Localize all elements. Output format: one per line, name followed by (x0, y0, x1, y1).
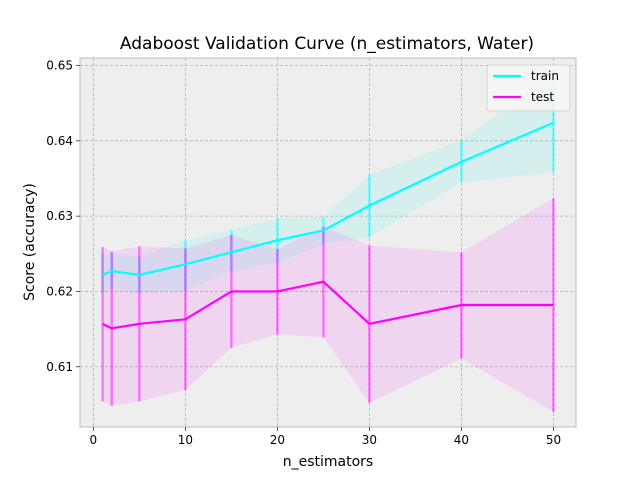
chart-title: Adaboost Validation Curve (n_estimators,… (120, 34, 534, 54)
axis-ticks: 0 10 20 30 40 50 0.61 0.62 0.63 0.64 0.65 (46, 59, 561, 447)
error-bands (102, 73, 554, 412)
legend: train test (486, 64, 571, 112)
y-tick-label: 0.64 (46, 134, 73, 148)
test-band (102, 198, 554, 412)
x-tick-label: 20 (270, 433, 285, 447)
x-tick-label: 0 (90, 433, 98, 447)
y-tick-label: 0.61 (46, 360, 73, 374)
y-tick-label: 0.63 (46, 209, 73, 223)
y-tick-label: 0.62 (46, 284, 73, 298)
y-axis-label: Score (accuracy) (22, 183, 38, 301)
test-line (102, 280, 554, 330)
x-tick-label: 10 (178, 433, 193, 447)
x-tick-label: 50 (546, 433, 561, 447)
legend-label-train: train (531, 69, 559, 83)
grid (80, 58, 576, 427)
series-lines (102, 121, 554, 330)
train-band (102, 73, 554, 293)
x-axis-label: n_estimators (283, 454, 373, 470)
legend-label-test: test (531, 90, 554, 104)
x-tick-label: 40 (454, 433, 469, 447)
y-tick-label: 0.65 (46, 59, 73, 73)
plot-area (79, 57, 577, 428)
x-tick-label: 30 (362, 433, 377, 447)
train-line (102, 121, 554, 276)
